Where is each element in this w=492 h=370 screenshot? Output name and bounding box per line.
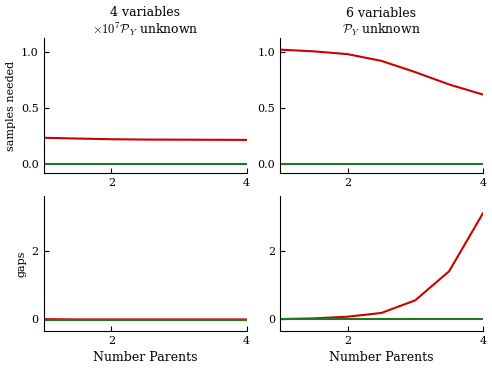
- X-axis label: Number Parents: Number Parents: [93, 352, 197, 364]
- X-axis label: Number Parents: Number Parents: [329, 352, 433, 364]
- Title: 6 variables
$\mathcal{P}_Y$ unknown: 6 variables $\mathcal{P}_Y$ unknown: [342, 7, 421, 38]
- Y-axis label: samples needed: samples needed: [5, 61, 16, 151]
- Y-axis label: gaps: gaps: [16, 250, 26, 277]
- Title: 4 variables
$\times10^7\mathcal{P}_Y$ unknown: 4 variables $\times10^7\mathcal{P}_Y$ un…: [92, 6, 199, 38]
